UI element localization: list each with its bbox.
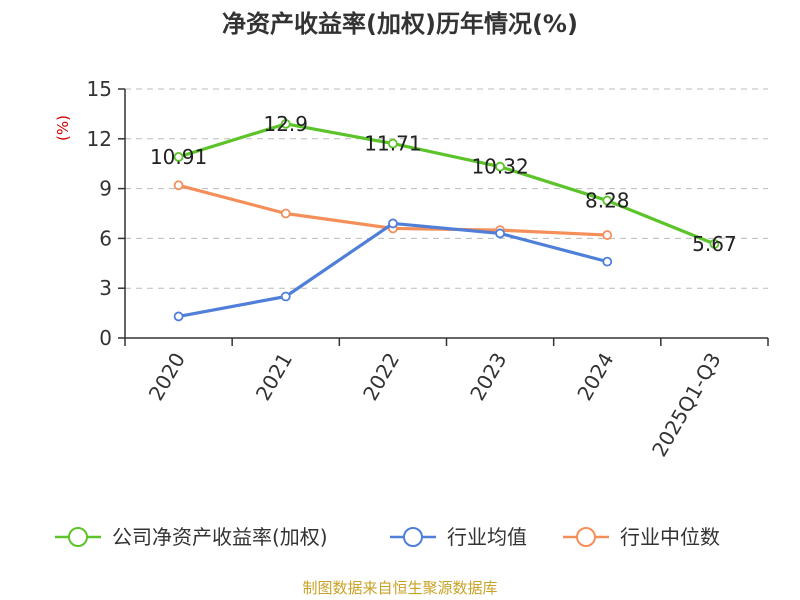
data-label: 12.9 (263, 112, 308, 136)
legend-item-1[interactable]: 行业均值 (390, 525, 527, 549)
y-tick-label: 15 (87, 77, 112, 101)
data-point[interactable] (602, 256, 613, 267)
data-point[interactable] (495, 228, 505, 239)
x-tick-label: 2020 (144, 349, 190, 405)
series-lines (173, 118, 720, 322)
x-tick-label: 2021 (251, 349, 297, 405)
data-point[interactable] (280, 208, 291, 219)
grid-lines (125, 88, 768, 289)
legend-label: 行业均值 (447, 525, 527, 549)
data-labels: 10.91 12.9 11.71 10.32 8.28 5.67 (150, 112, 737, 256)
y-tick-label: 0 (99, 326, 112, 350)
data-label: 5.67 (692, 232, 737, 256)
data-point[interactable] (495, 161, 505, 172)
data-point[interactable] (173, 311, 184, 322)
y-tick-label: 6 (99, 226, 112, 250)
data-label: 10.32 (471, 155, 528, 179)
y-tick-label: 9 (99, 177, 112, 201)
data-source-note: 制图数据来自恒生聚源数据库 (302, 579, 497, 597)
data-point[interactable] (602, 230, 613, 240)
legend-item-2[interactable]: 行业中位数 (563, 525, 720, 549)
x-tick-label: 2023 (465, 349, 511, 405)
y-axis-unit: (%) (54, 115, 72, 141)
series-line-0 (178, 122, 716, 246)
legend-label: 行业中位数 (620, 525, 720, 549)
series-line-1 (178, 221, 608, 318)
y-tick-label: 12 (87, 127, 112, 151)
legend-label: 公司净资产收益率(加权) (112, 525, 328, 549)
data-point[interactable] (388, 218, 398, 229)
data-point[interactable] (173, 151, 184, 162)
data-label: 8.28 (585, 189, 630, 213)
legend[interactable]: 公司净资产收益率(加权) 行业均值 行业中位数 (55, 525, 720, 549)
legend-marker-icon (68, 527, 88, 547)
x-tick-label: 2024 (572, 349, 618, 405)
x-tick-label: 2025Q1-Q3 (647, 349, 726, 461)
y-tick-label: 3 (99, 276, 112, 300)
data-point[interactable] (709, 238, 720, 249)
data-label: 10.91 (150, 145, 207, 169)
chart-title: 净资产收益率(加权)历年情况(%) (222, 10, 578, 38)
legend-marker-icon (403, 527, 423, 547)
data-point[interactable] (280, 291, 291, 302)
data-label: 11.71 (364, 132, 421, 156)
legend-marker-icon (576, 527, 596, 547)
axes: 0 3 6 9 12 15 2020 2021 2022 2023 2024 2025Q1-Q3 (87, 77, 769, 461)
data-point[interactable] (173, 180, 184, 191)
legend-item-0[interactable]: 公司净资产收益率(加权) (55, 525, 328, 549)
data-point[interactable] (602, 195, 613, 206)
x-tick-label: 2022 (358, 349, 404, 405)
data-point[interactable] (388, 138, 398, 149)
data-point[interactable] (280, 118, 291, 129)
